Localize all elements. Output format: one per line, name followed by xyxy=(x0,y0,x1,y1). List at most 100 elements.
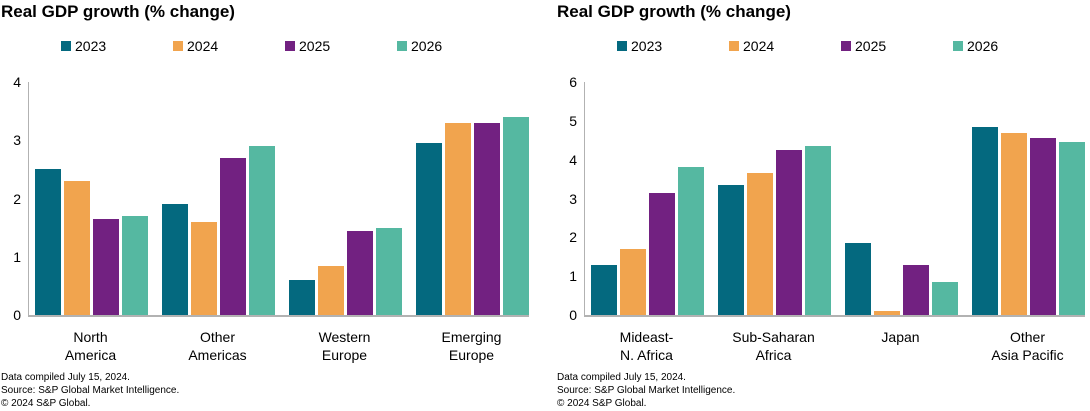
plot-area xyxy=(584,82,1085,317)
bar-2025 xyxy=(903,264,929,315)
bar-group-western-europe xyxy=(289,227,402,315)
bar-2024 xyxy=(620,249,646,315)
bar-2026 xyxy=(805,146,831,315)
bar-2025 xyxy=(93,218,119,315)
y-tick-label: 0 xyxy=(569,307,577,323)
bar-2024 xyxy=(1001,132,1027,315)
y-tick-label: 5 xyxy=(569,112,577,129)
bar-2024 xyxy=(64,181,90,315)
legend-swatch-2025 xyxy=(285,41,295,51)
footnote-copyright: © 2024 S&P Global. xyxy=(1,398,91,409)
bar-2026 xyxy=(1059,142,1085,315)
legend-label: 2023 xyxy=(75,38,107,54)
x-category-label: Western Europe xyxy=(318,329,371,363)
bar-2023 xyxy=(289,280,315,315)
x-category-label: Sub-Saharan Africa xyxy=(732,329,815,363)
bar-2023 xyxy=(591,264,617,315)
y-tick-label: 4 xyxy=(13,74,21,90)
legend-label: 2026 xyxy=(967,38,999,54)
bar-group-emerging-europe xyxy=(416,117,529,315)
bar-group-mideast--nafrica xyxy=(591,167,704,315)
legend-item-2024: 2024 xyxy=(173,38,285,54)
bar-group-other-americas xyxy=(162,146,275,315)
x-category-label: Mideast- N. Africa xyxy=(619,329,674,363)
bar-2026 xyxy=(376,227,402,315)
bar-2025 xyxy=(1030,138,1056,315)
bar-2025 xyxy=(474,122,500,315)
legend-swatch-2024 xyxy=(173,41,183,51)
bar-2024 xyxy=(191,221,217,315)
footnote-source: Source: S&P Global Market Intelligence. xyxy=(557,385,736,396)
legend-item-2025: 2025 xyxy=(285,38,397,54)
bar-2026 xyxy=(932,282,958,315)
legend-swatch-2023 xyxy=(61,41,71,51)
y-tick-label: 1 xyxy=(13,248,21,265)
y-axis-tick-labels: 0 1 2 3 4 xyxy=(1,0,21,411)
bar-2023 xyxy=(162,204,188,315)
bar-2023 xyxy=(718,184,744,315)
bar-2024 xyxy=(318,265,344,315)
x-category-label: Other Asia Pacific xyxy=(991,329,1064,363)
legend-item-2026: 2026 xyxy=(953,38,1065,54)
legend-item-2023: 2023 xyxy=(61,38,173,54)
x-category-label: Japan xyxy=(881,329,920,345)
footnote-copyright: © 2024 S&P Global. xyxy=(557,398,647,409)
chart-title: Real GDP growth (% change) xyxy=(1,2,235,21)
legend-item-2025: 2025 xyxy=(841,38,953,54)
y-tick-label: 2 xyxy=(569,229,577,246)
x-axis-category-labels: North America Other Americas Western Europ… xyxy=(34,328,528,364)
legend-label: 2026 xyxy=(411,38,443,54)
legend-swatch-2025 xyxy=(841,41,851,51)
bar-group-japan xyxy=(845,243,958,315)
bar-2025 xyxy=(776,150,802,315)
footnote-source: Source: S&P Global Market Intelligence. xyxy=(1,385,180,396)
legend-item-2023: 2023 xyxy=(617,38,729,54)
bar-2023 xyxy=(845,243,871,315)
legend-label: 2024 xyxy=(187,38,219,54)
bar-2026 xyxy=(503,117,529,315)
real-gdp-growth-chart-africa-asia: Real GDP growth (% change) 2023 2024 2025 2… xyxy=(557,0,1090,411)
legend-swatch-2024 xyxy=(729,41,739,51)
bar-group-sub-saharan-africa xyxy=(718,146,831,315)
legend-label: 2025 xyxy=(299,38,331,54)
bar-2023 xyxy=(972,126,998,315)
bar-group-other-asiapacific xyxy=(972,126,1085,315)
x-category-label: North America xyxy=(64,329,117,363)
y-tick-label: 3 xyxy=(569,190,577,207)
bar-2025 xyxy=(220,157,246,315)
legend-swatch-2026 xyxy=(397,41,407,51)
bar-2025 xyxy=(649,192,675,315)
legend-label: 2025 xyxy=(855,38,887,54)
bar-2025 xyxy=(347,230,373,315)
chart-footnotes: Data compiled July 15, 2024. Source: S&P… xyxy=(1,371,179,410)
bar-group-north-america xyxy=(35,169,148,315)
y-tick-label: 2 xyxy=(13,190,21,207)
x-category-label: Other Americas xyxy=(188,329,247,363)
chart-legend: 2023 2024 2025 2026 xyxy=(617,38,1090,54)
bar-2023 xyxy=(416,143,442,315)
bar-2024 xyxy=(874,311,900,315)
chart-title: Real GDP growth (% change) xyxy=(557,2,791,21)
legend-label: 2023 xyxy=(631,38,663,54)
plot-area xyxy=(28,82,529,317)
bar-2024 xyxy=(747,173,773,315)
y-tick-label: 3 xyxy=(13,132,21,149)
y-tick-label: 6 xyxy=(569,74,577,90)
legend-swatch-2023 xyxy=(617,41,627,51)
bar-2023 xyxy=(35,169,61,315)
x-category-label: Emerging Europe xyxy=(441,329,502,363)
chart-footnotes: Data compiled July 15, 2024. Source: S&P… xyxy=(557,371,735,410)
bar-2026 xyxy=(678,167,704,315)
x-axis-category-labels: Mideast- N. Africa Sub-Saharan Africa Japa… xyxy=(590,328,1084,364)
y-axis-tick-labels: 0 1 2 3 4 5 6 xyxy=(557,0,577,411)
chart-legend: 2023 2024 2025 2026 xyxy=(61,38,535,54)
bar-2026 xyxy=(249,146,275,315)
y-tick-label: 1 xyxy=(569,268,577,285)
legend-item-2026: 2026 xyxy=(397,38,509,54)
bar-2026 xyxy=(122,216,148,315)
footnote-data-compiled: Data compiled July 15, 2024. xyxy=(557,372,686,383)
bar-2024 xyxy=(445,122,471,315)
y-tick-label: 4 xyxy=(569,151,577,168)
legend-label: 2024 xyxy=(743,38,775,54)
footnote-data-compiled: Data compiled July 15, 2024. xyxy=(1,372,130,383)
